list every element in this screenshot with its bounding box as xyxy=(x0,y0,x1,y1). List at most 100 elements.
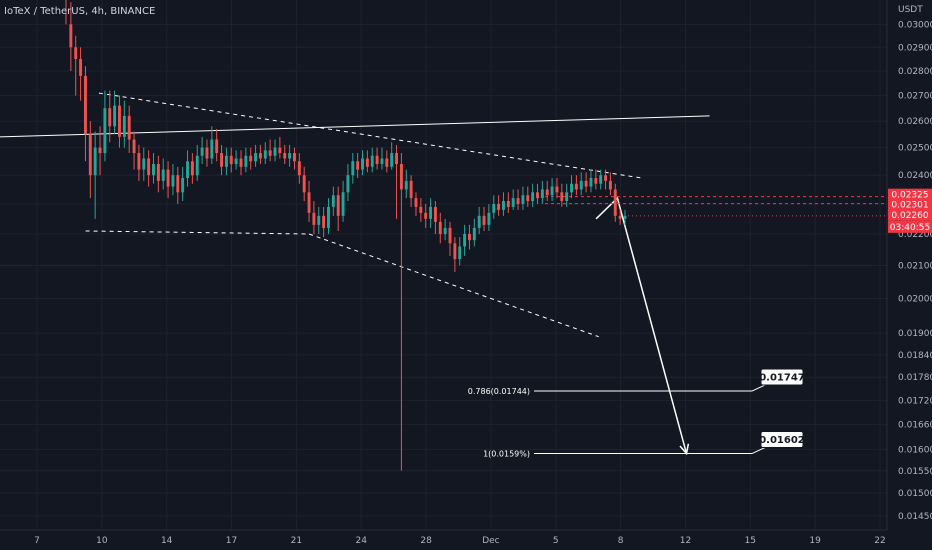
candle-body xyxy=(69,24,73,48)
candle-body xyxy=(312,212,316,225)
candle-body xyxy=(273,147,277,156)
time-tick-label: 28 xyxy=(420,536,432,546)
candle-body xyxy=(293,153,296,162)
candle-body xyxy=(502,201,505,210)
price-badge xyxy=(888,188,932,201)
candle-body xyxy=(506,201,510,207)
candle-body xyxy=(608,180,612,190)
candle-body xyxy=(166,169,170,187)
forecast-arrow-line[interactable] xyxy=(595,196,688,454)
candle-body xyxy=(341,192,345,216)
price-badge-label: 0.02260 xyxy=(891,211,928,221)
target-callout-box[interactable] xyxy=(760,368,804,386)
candle-body xyxy=(215,139,219,154)
candle-body xyxy=(623,215,627,219)
currency-label: USDT xyxy=(898,5,923,15)
candle-body xyxy=(472,227,476,241)
wedge-boundary-line[interactable] xyxy=(85,230,310,235)
price-tick-label: 0.01720 xyxy=(898,396,932,406)
candle-body xyxy=(429,206,433,219)
candle-body xyxy=(322,215,326,228)
candle-body xyxy=(521,195,525,204)
candle-body xyxy=(118,105,121,137)
price-badge-label: 03:40:55 xyxy=(890,223,930,233)
candle-body xyxy=(594,178,598,184)
candle-body xyxy=(492,203,496,213)
candle-body xyxy=(220,153,224,167)
target-callout-box[interactable] xyxy=(760,431,804,449)
fib-levels[interactable]: 0.786(0.01744) 0.01747 1(0.0159%) 0.01602 xyxy=(468,368,805,459)
candle-body xyxy=(604,175,608,181)
candle-body xyxy=(288,153,292,159)
candle-body xyxy=(414,198,418,207)
candle-body xyxy=(380,158,384,165)
candle-body xyxy=(83,75,87,135)
candle-body xyxy=(103,108,107,154)
candle-body xyxy=(584,180,588,187)
candle-body xyxy=(283,153,287,159)
candle-body xyxy=(545,189,549,196)
candle-body xyxy=(419,206,423,213)
candle-body xyxy=(487,212,491,225)
price-tick-label: 0.01450 xyxy=(898,512,932,522)
time-tick-label: 22 xyxy=(874,536,885,546)
time-tick-label: 24 xyxy=(356,536,368,546)
symbol-label: IoTeX / TetherUS, 4h, BINANCE xyxy=(4,6,155,17)
candle-body xyxy=(385,158,389,167)
candle-body xyxy=(370,155,374,167)
candle-body xyxy=(224,155,228,167)
price-tick-label: 0.02800 xyxy=(898,67,932,77)
candle-body xyxy=(351,161,355,176)
candle-body xyxy=(361,158,364,170)
candle-body xyxy=(93,147,97,176)
price-tick-label: 0.02700 xyxy=(898,92,932,102)
time-tick-label: 15 xyxy=(745,536,756,546)
wedge-boundary-line[interactable] xyxy=(98,92,642,179)
candle-body xyxy=(555,186,559,193)
candle-body xyxy=(234,158,238,165)
candle-body xyxy=(336,195,340,216)
candle-body xyxy=(390,153,394,167)
candle-body xyxy=(152,164,155,176)
candle-body xyxy=(589,178,593,187)
price-badge-label: 0.02301 xyxy=(891,201,928,211)
candle-body xyxy=(356,161,360,170)
time-tick-label: 14 xyxy=(161,536,173,546)
time-axis[interactable]: 7 10 14 17 21 24 28 Dec 5 8 12 15 19 22 xyxy=(0,529,887,546)
candle-body xyxy=(511,198,515,207)
candle-body xyxy=(137,153,141,170)
candle-body xyxy=(395,153,398,165)
wedge-boundary-line[interactable] xyxy=(308,233,599,338)
candle-body xyxy=(438,221,442,235)
price-badge xyxy=(888,198,932,211)
candle-body xyxy=(565,192,569,202)
candle-body xyxy=(258,153,262,159)
candle-body xyxy=(453,243,457,260)
candle-body xyxy=(268,150,272,156)
candle-body xyxy=(307,192,311,213)
price-tick-label: 0.01550 xyxy=(898,467,932,477)
price-tick-label: 0.01600 xyxy=(898,445,932,455)
candle-body xyxy=(113,105,117,127)
candle-body xyxy=(176,175,180,193)
candle-body xyxy=(122,115,126,137)
candle-body xyxy=(409,180,413,199)
candle-body xyxy=(229,155,233,165)
target-callout-label: 0.01747 xyxy=(759,373,805,384)
candle-body xyxy=(88,134,92,176)
price-axis[interactable]: USDT 0.03000 0.02900 0.02800 0.02700 0.02600… xyxy=(886,0,932,530)
time-tick-label: 8 xyxy=(618,536,624,546)
price-axis-background xyxy=(887,0,932,530)
candle-body xyxy=(195,155,199,176)
candle-body xyxy=(132,139,136,154)
candle-body xyxy=(297,161,301,176)
candle-body xyxy=(74,47,78,60)
candle-body xyxy=(365,158,369,167)
candle-body xyxy=(463,234,467,247)
target-callout-label: 0.01602 xyxy=(759,435,805,446)
candle-body xyxy=(254,153,258,162)
candle-body xyxy=(278,147,282,154)
